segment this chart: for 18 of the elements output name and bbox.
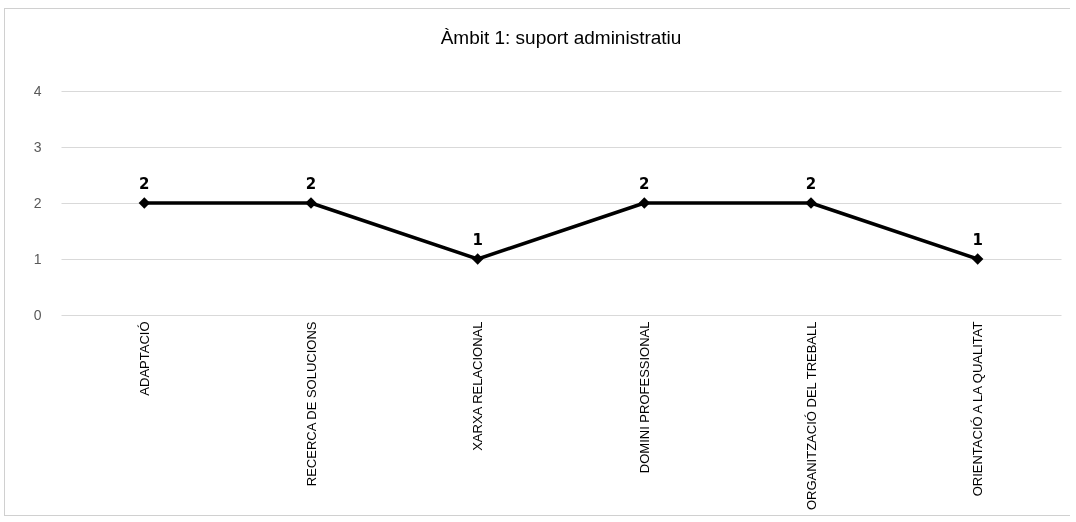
data-label: 2 — [139, 175, 150, 193]
data-label: 1 — [972, 231, 983, 249]
chart-title: Àmbit 1: suport administratiu — [440, 27, 682, 48]
data-label: 1 — [472, 231, 483, 249]
data-label: 2 — [305, 175, 317, 193]
x-tick-label: RECERCA DE SOLUCIONS — [303, 321, 319, 487]
x-tick-label: ORIENTACIÓ A LA QUALITAT — [970, 321, 986, 497]
x-tick-label: XARXA RELACIONAL — [470, 321, 486, 451]
y-tick-label: 1 — [33, 250, 42, 267]
x-tick-label: DOMINI PROFESSIONAL — [636, 321, 652, 474]
y-tick-label: 3 — [33, 138, 42, 155]
y-tick-label: 2 — [33, 194, 42, 211]
data-label: 2 — [805, 175, 817, 193]
y-tick-label: 4 — [33, 82, 42, 99]
x-tick-label: ADAPTACIÓ — [136, 321, 152, 396]
x-tick-label: ORGANITZACIÓ DEL TREBALL — [803, 321, 819, 511]
data-label: 2 — [639, 175, 650, 193]
y-tick-label: 0 — [33, 306, 42, 323]
